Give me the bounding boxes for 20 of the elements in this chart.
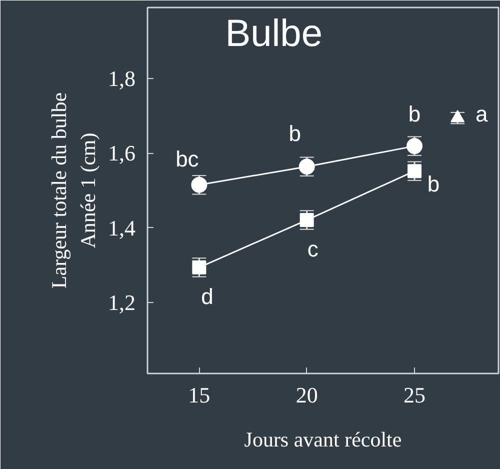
x-tick-label: 15: [188, 382, 210, 408]
y-tick-label: 1,6: [108, 140, 136, 166]
annotation: c: [307, 236, 318, 262]
point: [300, 213, 314, 228]
y-tick-label: 1,4: [108, 215, 136, 240]
annotation: b: [427, 172, 440, 197]
annotation: b: [288, 121, 301, 146]
x-axis-title: Jours avant récolte: [244, 428, 402, 452]
y-tick-label: 1,8: [108, 66, 136, 91]
annotation: b: [408, 102, 421, 127]
annotation: bc: [176, 146, 199, 172]
point: [408, 164, 422, 178]
x-tick-label: 25: [404, 382, 426, 408]
y-tick-label: 1,2: [108, 290, 136, 316]
y-axis-title: Largeur totale du bulbe Année 1 (cm): [47, 92, 100, 289]
x-tick-label: 20: [296, 382, 318, 408]
chart-title: Bulbe: [225, 13, 322, 56]
annotation: a: [475, 102, 488, 127]
point: [192, 260, 206, 274]
annotation: d: [201, 284, 214, 309]
